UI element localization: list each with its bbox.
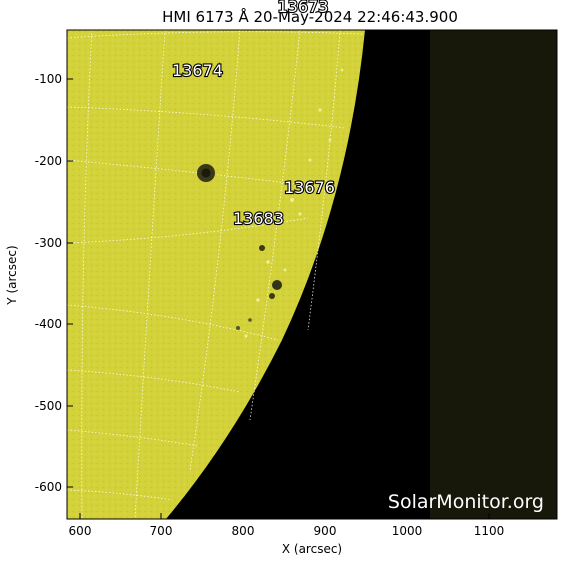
x-tick-label: 800 [232, 524, 255, 538]
y-axis [67, 78, 73, 488]
y-tick-label: -600 [35, 480, 62, 494]
y-tick-label: -100 [35, 72, 62, 86]
no-data-region [430, 30, 557, 519]
region-label-13674: 13674 [172, 61, 223, 80]
y-tick-label: -200 [35, 154, 62, 168]
active-region-features [197, 68, 344, 338]
x-tick-label: 1100 [474, 524, 505, 538]
plot-area: 13674 13676 13683 SolarMonitor.org [67, 30, 557, 519]
x-tick-label: 1000 [392, 524, 423, 538]
image-title: HMI 6173 Å 20-May-2024 22:46:43.900 [162, 7, 458, 26]
watermark-text: SolarMonitor.org [388, 491, 544, 513]
region-label-13676: 13676 [284, 178, 335, 197]
region-label-13683: 13683 [233, 209, 284, 228]
top-region-label: 13673 [278, 0, 329, 16]
x-tick-label: 700 [150, 524, 173, 538]
x-tick-label: 900 [314, 524, 337, 538]
heliographic-grid [67, 30, 363, 519]
y-axis-label: Y (arcsec) [5, 245, 19, 305]
plot-frame [66, 29, 558, 520]
x-axis [79, 513, 490, 519]
x-axis-label: X (arcsec) [282, 542, 342, 556]
y-tick-label: -300 [35, 236, 62, 250]
x-tick-label: 600 [69, 524, 92, 538]
y-tick-label: -400 [35, 317, 62, 331]
y-tick-label: -500 [35, 399, 62, 413]
